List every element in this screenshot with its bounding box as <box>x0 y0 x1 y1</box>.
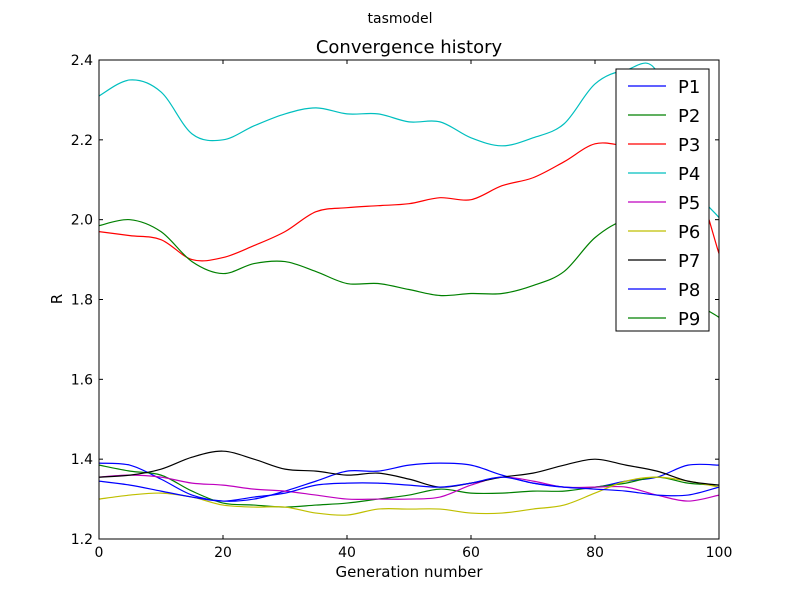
y-tick-label: 2.2 <box>71 133 93 149</box>
x-tick-label: 0 <box>95 545 104 561</box>
figure-suptitle: tasmodel <box>368 11 433 27</box>
legend-label-p2: P2 <box>678 106 700 127</box>
series-line-p7 <box>99 450 719 488</box>
legend-box <box>615 68 710 332</box>
x-tick-label: 80 <box>586 545 604 561</box>
y-axis-label: R <box>48 294 66 304</box>
plot-area: 0 20 40 60 80 1001.21.41.61.82.02.22.4P1P2P3P… <box>71 53 733 561</box>
x-tick-label: 40 <box>338 545 356 561</box>
x-tick-label: 20 <box>214 545 232 561</box>
series-line-p5 <box>99 474 719 502</box>
y-tick-label: 1.8 <box>71 293 93 309</box>
y-tick-label: 1.4 <box>71 452 93 468</box>
y-tick-label: 2.0 <box>71 213 93 229</box>
chart-title: Convergence history <box>316 37 503 58</box>
legend: P1 P2 P3 P4 P5 P6 P7 P8 P9 <box>615 68 710 332</box>
x-axis-label: Generation number <box>336 563 484 581</box>
legend-label-p4: P4 <box>678 164 700 185</box>
legend-label-p1: P1 <box>678 77 700 98</box>
x-tick-label: 60 <box>462 545 480 561</box>
y-tick-label: 1.2 <box>71 532 93 548</box>
series-line-p8 <box>99 476 719 502</box>
legend-label-p7: P7 <box>678 251 700 272</box>
y-tick-label: 2.4 <box>71 53 93 69</box>
x-tick-label: 100 <box>706 545 733 561</box>
legend-label-p8: P8 <box>678 280 700 301</box>
series-line-p6 <box>99 476 719 516</box>
legend-label-p3: P3 <box>678 135 700 156</box>
series-line-p2 <box>99 464 719 508</box>
series-line-p1 <box>99 462 719 502</box>
legend-label-p6: P6 <box>678 222 700 243</box>
y-tick-label: 1.6 <box>71 372 93 388</box>
legend-label-p5: P5 <box>678 193 700 214</box>
legend-label-p9: P9 <box>678 309 700 330</box>
